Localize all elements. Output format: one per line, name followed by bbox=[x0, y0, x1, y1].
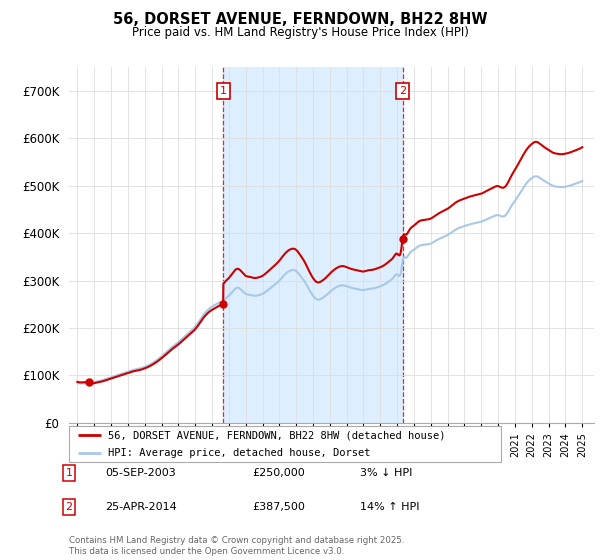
Text: 3% ↓ HPI: 3% ↓ HPI bbox=[360, 468, 412, 478]
Text: 05-SEP-2003: 05-SEP-2003 bbox=[105, 468, 176, 478]
Text: Contains HM Land Registry data © Crown copyright and database right 2025.
This d: Contains HM Land Registry data © Crown c… bbox=[69, 536, 404, 556]
Text: £387,500: £387,500 bbox=[252, 502, 305, 512]
Bar bbox=[223, 67, 403, 423]
Text: HPI: Average price, detached house, Dorset: HPI: Average price, detached house, Dors… bbox=[108, 448, 370, 458]
Text: 1: 1 bbox=[220, 86, 227, 96]
Text: 2: 2 bbox=[399, 86, 406, 96]
Text: 56, DORSET AVENUE, FERNDOWN, BH22 8HW: 56, DORSET AVENUE, FERNDOWN, BH22 8HW bbox=[113, 12, 487, 27]
Text: 1: 1 bbox=[65, 468, 73, 478]
Text: Price paid vs. HM Land Registry's House Price Index (HPI): Price paid vs. HM Land Registry's House … bbox=[131, 26, 469, 39]
Text: £250,000: £250,000 bbox=[252, 468, 305, 478]
Text: 25-APR-2014: 25-APR-2014 bbox=[105, 502, 177, 512]
Text: 2: 2 bbox=[65, 502, 73, 512]
Text: 14% ↑ HPI: 14% ↑ HPI bbox=[360, 502, 419, 512]
Text: 56, DORSET AVENUE, FERNDOWN, BH22 8HW (detached house): 56, DORSET AVENUE, FERNDOWN, BH22 8HW (d… bbox=[108, 431, 445, 440]
